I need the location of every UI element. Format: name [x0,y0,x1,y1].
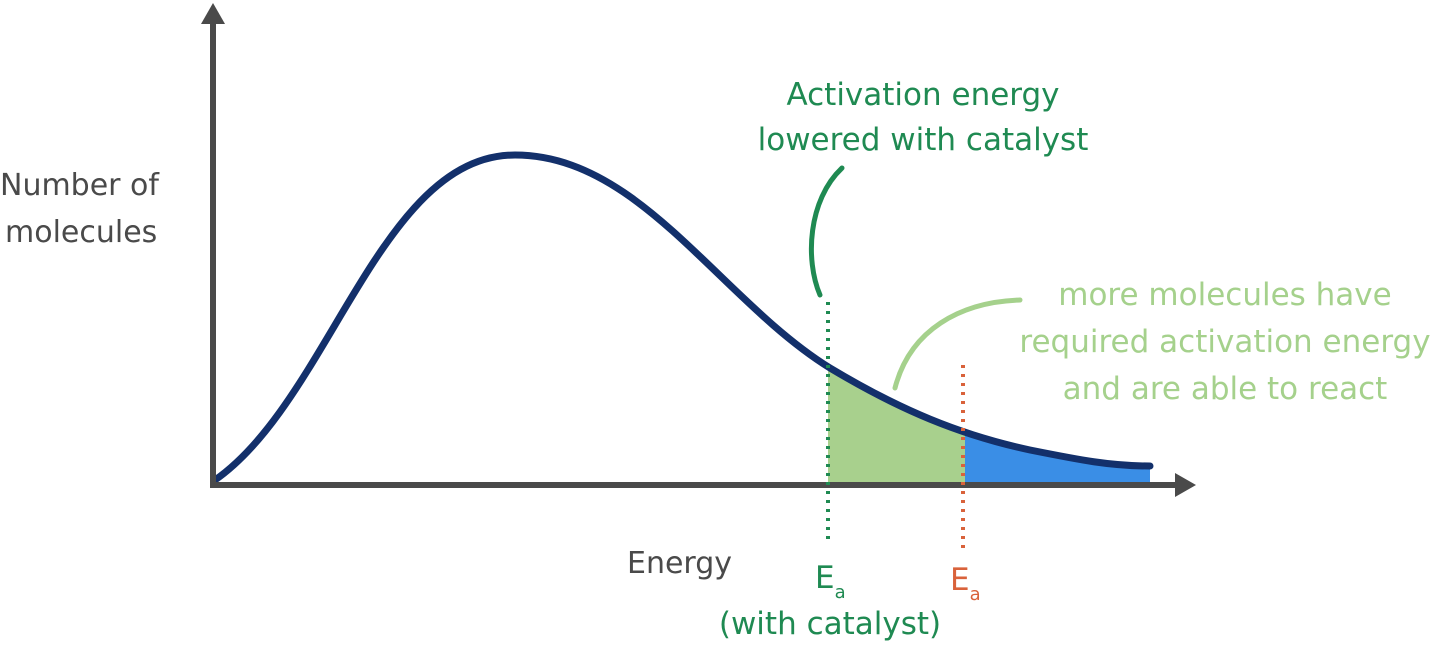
annotation: more molecules have [1058,277,1391,313]
y-label: Number of [0,168,160,203]
marker-label: Ea [950,562,981,605]
annotation: lowered with catalyst [758,122,1089,158]
x-axis-arrow [1175,473,1196,497]
catalyst-leader [808,165,845,298]
annotation: Activation energy [786,77,1059,113]
y-label: molecules [5,215,157,250]
marker-subscript: a [835,582,846,603]
marker-symbol: E [950,562,970,598]
annotation: and are able to react [1063,371,1388,407]
y-axis-arrow [201,3,225,24]
marker-symbol: E [815,560,835,596]
x-label: Energy [627,546,732,581]
marker-note: (with catalyst) [719,606,941,642]
marker-subscript: a [970,584,981,605]
marker-label: Ea [815,560,846,603]
catalyst-region [828,300,965,483]
annotation: required activation energy [1019,324,1430,360]
distribution-curve [211,151,1154,484]
molecules-leader [892,297,1023,391]
